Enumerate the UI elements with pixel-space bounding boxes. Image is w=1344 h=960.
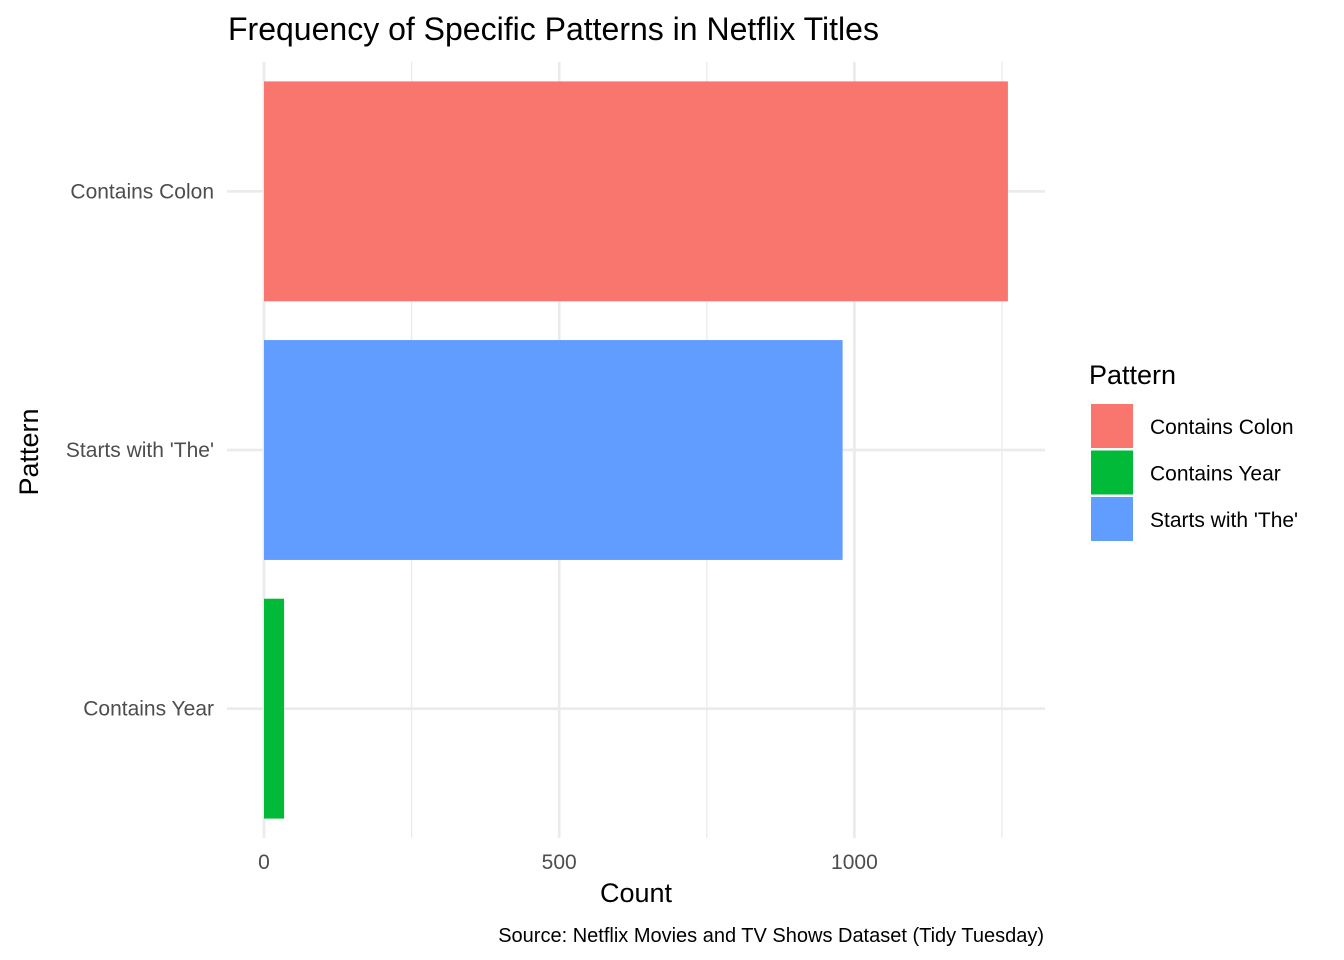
y-tick-labels: Contains Colon Starts with 'The' Contains … (66, 180, 214, 720)
legend-label: Contains Year (1150, 463, 1281, 486)
legend-title: Pattern (1089, 360, 1176, 390)
x-axis-title: Count (600, 878, 673, 908)
y-tick-label: Contains Colon (70, 180, 214, 203)
legend-swatch (1091, 404, 1133, 448)
bar (264, 598, 285, 819)
x-tick-label: 0 (258, 851, 270, 874)
chart-title: Frequency of Specific Patterns in Netfli… (228, 11, 879, 47)
legend-label: Contains Colon (1150, 416, 1294, 439)
bar (264, 340, 843, 560)
x-tick-label: 1000 (831, 851, 878, 874)
x-tick-labels: 0 500 1000 (258, 851, 878, 874)
chart-caption: Source: Netflix Movies and TV Shows Data… (498, 925, 1044, 947)
legend-swatch (1091, 497, 1133, 541)
y-tick-label: Contains Year (83, 698, 214, 721)
bar (264, 81, 1008, 302)
x-tick-label: 500 (542, 851, 577, 874)
legend-items: Contains Colon Contains Year Starts with '… (1091, 404, 1298, 541)
legend: Pattern Contains Colon Contains Year Start… (1089, 360, 1298, 541)
bars (264, 81, 1008, 819)
y-tick-label: Starts with 'The' (66, 439, 214, 462)
y-axis-title: Pattern (14, 408, 44, 495)
legend-swatch (1091, 450, 1133, 495)
legend-label: Starts with 'The' (1150, 509, 1298, 532)
